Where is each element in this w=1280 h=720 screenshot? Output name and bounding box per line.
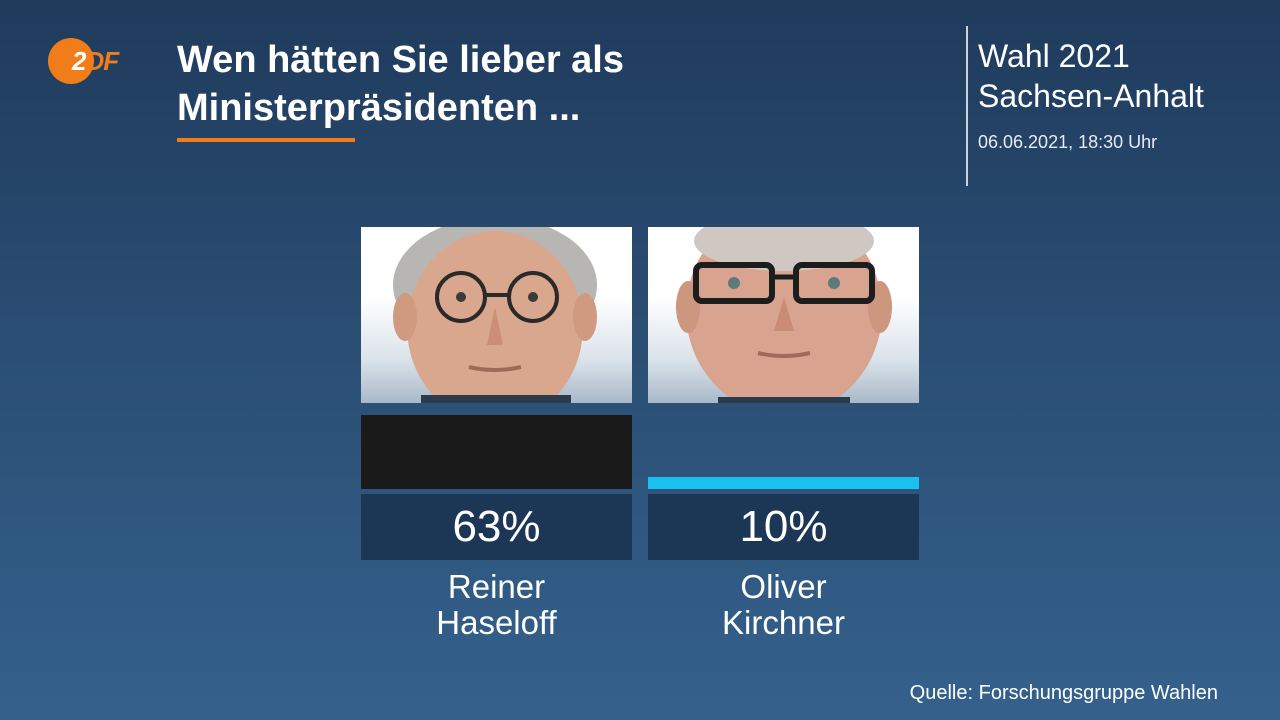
candidate-photo-haseloff bbox=[361, 227, 632, 403]
bar-area-haseloff bbox=[361, 411, 632, 489]
candidate-last-name: Haseloff bbox=[436, 604, 557, 641]
source-note: Quelle: Forschungsgruppe Wahlen bbox=[909, 682, 1218, 704]
category-label-kirchner: Oliver Kirchner bbox=[648, 569, 919, 641]
election-line2: Sachsen-Anhalt bbox=[978, 78, 1204, 114]
value-label-haseloff: 63% bbox=[361, 494, 632, 560]
candidate-first-name: Reiner bbox=[447, 568, 546, 605]
portrait-kirchner-icon bbox=[676, 227, 892, 403]
category-label-haseloff: Reiner Haseloff bbox=[361, 569, 632, 641]
chart-title-line1: Wen hätten Sie lieber als bbox=[177, 39, 625, 81]
candidate-last-name: Kirchner bbox=[722, 604, 845, 641]
candidate-first-name: Oliver bbox=[740, 568, 827, 605]
bar-haseloff bbox=[361, 415, 632, 489]
zdf-logo-circle bbox=[48, 38, 94, 84]
poll-datetime: 06.06.2021, 18:30 Uhr bbox=[978, 132, 1158, 152]
header-divider bbox=[966, 26, 968, 186]
election-label: Wahl 2021 Sachsen-Anhalt bbox=[978, 36, 1268, 116]
value-label-kirchner: 10% bbox=[648, 494, 919, 560]
title-underline bbox=[177, 138, 355, 142]
bar-kirchner bbox=[648, 477, 919, 489]
zdf-logo-text: 2DF bbox=[72, 46, 119, 76]
election-line1: Wahl 2021 bbox=[978, 38, 1130, 74]
bar-area-kirchner bbox=[648, 411, 919, 489]
candidate-photo-kirchner bbox=[648, 227, 919, 403]
chart-title-line2: Ministerpräsidenten ... bbox=[177, 87, 581, 129]
chart-title: Wen hätten Sie lieber als Ministerpräsid… bbox=[177, 36, 877, 132]
zdf-logo: 2DF bbox=[48, 38, 134, 84]
portrait-haseloff-icon bbox=[393, 227, 597, 403]
